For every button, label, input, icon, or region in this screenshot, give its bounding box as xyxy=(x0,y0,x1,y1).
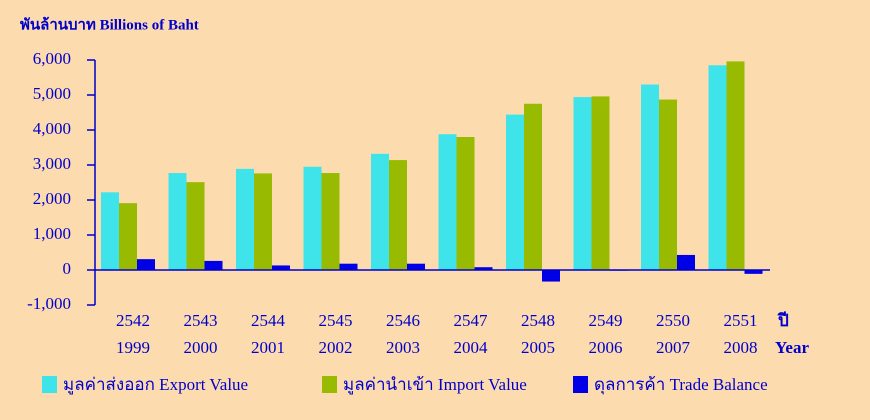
x-axis-title: Year xyxy=(775,338,809,357)
y-tick-label: 1,000 xyxy=(33,224,71,243)
bar xyxy=(407,263,425,270)
x-tick-label: 2001 xyxy=(251,338,285,357)
x-tick-label: 2003 xyxy=(386,338,420,357)
bar xyxy=(204,260,223,270)
x-tick-label: 2551 xyxy=(724,311,758,330)
bar xyxy=(726,61,745,271)
bar xyxy=(303,166,322,270)
bar xyxy=(677,254,695,270)
bar xyxy=(119,203,137,270)
x-tick-label: 1999 xyxy=(116,338,150,357)
x-tick-label: 2002 xyxy=(319,338,353,357)
legend-label: มูลค่าส่งออก Export Value xyxy=(63,375,248,395)
x-tick-label: 2542 xyxy=(116,311,150,330)
y-tick-label: 5,000 xyxy=(33,84,71,103)
bar xyxy=(438,134,457,270)
bar xyxy=(573,97,592,270)
legend-swatch xyxy=(42,376,57,393)
bar xyxy=(137,259,155,270)
x-tick-label: 2548 xyxy=(521,311,555,330)
x-axis-title: ปี xyxy=(777,310,789,330)
y-tick-label: 2,000 xyxy=(33,189,71,208)
legend-label: ดุลการค้า Trade Balance xyxy=(594,375,768,395)
x-tick-label: 2547 xyxy=(454,311,489,330)
bar xyxy=(456,137,475,270)
x-tick-label: 2549 xyxy=(589,311,623,330)
y-tick-label: -1,000 xyxy=(27,294,71,313)
bar xyxy=(708,65,727,270)
bar xyxy=(186,182,205,270)
x-tick-label: 2004 xyxy=(454,338,489,357)
x-tick-label: 2006 xyxy=(589,338,623,357)
bar xyxy=(371,153,389,270)
bar xyxy=(389,160,407,270)
bar xyxy=(744,270,763,274)
y-tick-label: 0 xyxy=(63,259,72,278)
bar xyxy=(339,263,358,270)
bar xyxy=(101,192,119,270)
x-tick-label: 2546 xyxy=(386,311,420,330)
bar xyxy=(542,270,560,282)
y-tick-label: 6,000 xyxy=(33,49,71,68)
bar xyxy=(272,265,290,270)
y-tick-label: 4,000 xyxy=(33,119,71,138)
x-tick-label: 2545 xyxy=(319,311,353,330)
bar xyxy=(321,173,340,270)
bar xyxy=(524,103,542,270)
x-tick-label: 2005 xyxy=(521,338,555,357)
bar xyxy=(236,168,254,270)
legend-swatch xyxy=(322,376,337,393)
bar xyxy=(641,84,659,270)
bar xyxy=(506,114,524,270)
bar xyxy=(474,267,493,270)
bar xyxy=(168,173,187,270)
x-tick-label: 2007 xyxy=(656,338,691,357)
y-axis-title: พันล้านบาท Billions of Baht xyxy=(20,16,199,33)
x-tick-label: 2544 xyxy=(251,311,286,330)
bar xyxy=(254,173,272,270)
bar xyxy=(659,99,677,270)
x-tick-label: 2550 xyxy=(656,311,690,330)
bar xyxy=(591,96,610,271)
y-tick-label: 3,000 xyxy=(33,154,71,173)
x-tick-label: 2000 xyxy=(184,338,218,357)
legend-swatch xyxy=(573,376,588,393)
x-tick-label: 2008 xyxy=(724,338,758,357)
legend-label: มูลค่านำเข้า Import Value xyxy=(343,375,527,395)
x-tick-label: 2543 xyxy=(184,311,218,330)
